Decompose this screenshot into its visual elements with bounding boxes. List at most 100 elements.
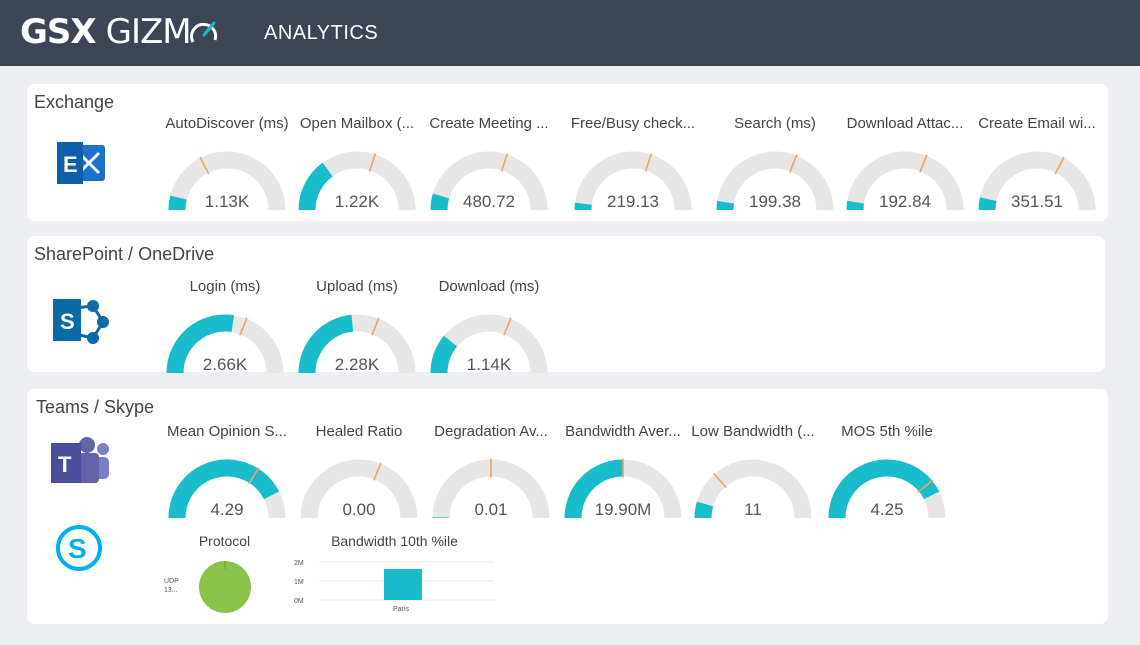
sharepoint-panel: SharePoint / OneDrive S [27,236,1105,372]
protocol-pie-chart: UDP 13... [164,561,251,613]
gauge-sharepoint-0[interactable]: Login (ms) 2.66K [160,278,290,393]
gauge-fill [828,459,940,519]
gauge-title: Create Email wi... [978,115,1096,132]
gauge-fill [298,314,354,374]
gauge-fill [168,459,280,519]
gauge-teams-4[interactable]: Low Bandwidth (... 11 [688,423,818,538]
gauge-exchange-2[interactable]: Create Meeting ... 480.72 [424,115,554,230]
gauge-track [300,459,418,519]
gauge-value: 2.28K [335,355,380,374]
gauge-teams-3[interactable]: Bandwidth Aver... 19.90M [558,423,688,538]
gauge-logo-icon [189,21,217,43]
gauge-sharepoint-1[interactable]: Upload (ms) 2.28K [292,278,422,393]
gauge-exchange-0[interactable]: AutoDiscover (ms) 1.13K [162,115,292,230]
gauge-title: Upload (ms) [316,278,398,295]
gauge-title: Login (ms) [189,278,261,295]
gauge-teams-2[interactable]: Degradation Av... 0.01 [426,423,556,538]
gauge-value: 192.84 [879,192,931,211]
exchange-title: Exchange [34,92,115,112]
gauge-target-marker [373,462,382,481]
gauge-value: 11 [744,500,762,519]
gauge-title: Degradation Av... [434,423,548,440]
protocol-title: Protocol [198,533,251,549]
gauge-dial: 199.38 [716,151,834,211]
gauge-dial: 351.51 [978,151,1096,211]
gauge-dial: 192.84 [846,151,964,211]
gauge-fill [430,335,458,374]
gauge-title: Healed Ratio [315,423,403,440]
pie-label-udp: UDP [164,578,179,585]
gauge-target-marker [368,153,377,172]
gauge-track [846,151,964,211]
gauge-exchange-3[interactable]: Free/Busy check... 219.13 [568,115,698,230]
svg-text:S: S [60,309,75,334]
gauge-dial: 1.14K [430,314,548,374]
gauge-title: Bandwidth Aver... [565,423,681,440]
bandwidth-10th-title: Bandwidth 10th %ile [331,533,458,549]
gauge-dial: 19.90M [564,458,682,519]
gauge-dial: 480.72 [430,151,548,211]
gauge-dial: 1.13K [168,151,286,211]
gauge-value: 4.25 [870,500,903,519]
pie-label-count: 13... [164,587,178,594]
gauge-fill [168,195,187,211]
gauge-title: Free/Busy check... [570,115,696,132]
gauge-teams-1[interactable]: Healed Ratio 0.00 [294,423,424,538]
gauge-dial: 219.13 [574,151,692,211]
exchange-icon: E [57,142,105,184]
brand-bold-text: GSX [20,12,97,52]
gauge-fill [298,162,333,211]
gauge-track [978,151,1096,211]
gauge-teams-0[interactable]: Mean Opinion S... 4.29 [162,423,292,538]
gauge-title: Low Bandwidth (... [691,423,815,440]
gauge-value: 219.13 [607,192,659,211]
gauge-value: 1.13K [205,192,250,211]
gauge-track [168,151,286,211]
gauge-value: 2.66K [203,355,248,374]
gauge-target-marker [917,479,934,493]
gauge-target-marker [199,156,210,175]
gauge-title: Download Attac... [846,115,964,132]
gauge-title: AutoDiscover (ms) [165,115,289,132]
gauge-value: 19.90M [595,500,652,519]
gauge-value: 199.38 [749,192,801,211]
gauge-exchange-4[interactable]: Search (ms) 199.38 [710,115,840,230]
gauge-title: Mean Opinion S... [166,423,288,440]
gauge-value: 0.01 [474,500,507,519]
gauge-exchange-5[interactable]: Download Attac... 192.84 [840,115,970,230]
gauge-value: 351.51 [1011,192,1063,211]
teams-icon: T [51,437,109,483]
teams-title: Teams / Skype [36,397,155,417]
gauge-fill [430,193,450,211]
brand-logo: GSX GIZM [20,12,219,52]
gauge-sharepoint-2[interactable]: Download (ms) 1.14K [424,278,554,393]
svg-text:E: E [63,152,78,177]
gauge-exchange-6[interactable]: Create Email wi... 351.51 [972,115,1102,230]
gauge-title: Create Meeting ... [429,115,549,132]
gauge-dial: 0.00 [300,459,418,519]
gauge-dial: 2.66K [166,314,284,374]
gauge-title: MOS 5th %ile [841,423,933,440]
gauge-track [716,151,834,211]
gauge-teams-5[interactable]: MOS 5th %ile 4.25 [822,423,952,538]
x-tick-paris: Paris [393,606,409,613]
gauge-fill [564,459,624,519]
sharepoint-icon: S [53,299,109,344]
gauge-target-marker [1054,156,1065,175]
gauge-value: 1.14K [467,355,512,374]
gauge-value: 4.29 [210,500,243,519]
gauge-dial: 4.29 [168,459,286,519]
sharepoint-title: SharePoint / OneDrive [34,244,215,264]
bandwidth-bar-chart: 2M 1M 0M Paris [294,560,494,613]
gauge-target-marker [500,153,509,172]
gauge-value: 480.72 [463,192,515,211]
brand-thin-text: GIZM [105,12,192,52]
gauge-target-marker [713,472,727,489]
gauge-fill [694,501,714,519]
y-tick-1m: 1M [294,579,304,586]
gauge-exchange-1[interactable]: Open Mailbox (... 1.22K [292,115,422,230]
gauge-track [694,459,812,519]
gauge-title: Search (ms) [734,115,816,132]
gauge-target-marker [644,153,653,172]
bar-paris [384,569,422,600]
